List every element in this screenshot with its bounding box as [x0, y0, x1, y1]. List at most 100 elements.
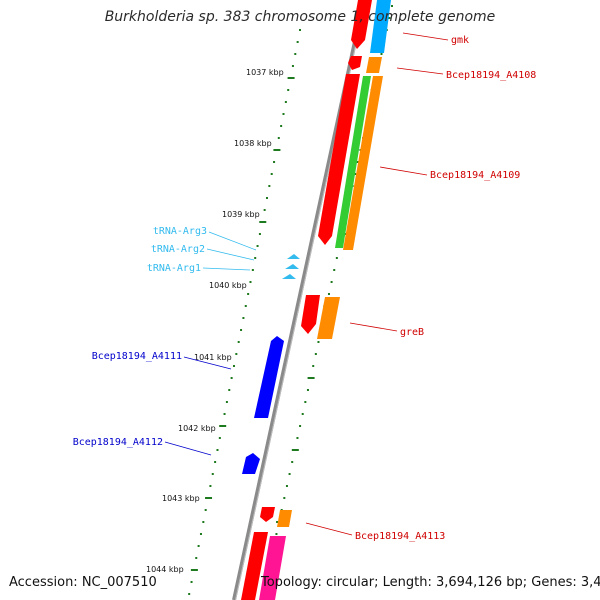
tick-mark — [205, 497, 213, 499]
tick-mark — [285, 485, 288, 487]
tick-mark — [209, 485, 212, 487]
label-trna-arg1[interactable]: tRNA-Arg1 — [147, 263, 201, 274]
callout-line — [402, 32, 449, 41]
callout-line — [183, 356, 232, 370]
gene-a4108-red[interactable] — [348, 56, 362, 70]
map-title: Burkholderia sp. 383 chromosome 1, compl… — [104, 9, 496, 25]
gene-a4112[interactable] — [242, 453, 260, 474]
gene-greb-red[interactable] — [301, 295, 320, 334]
tick-mark — [190, 569, 198, 571]
trna-arg2-icon[interactable] — [285, 264, 299, 269]
gene-gmk-cyan[interactable] — [370, 0, 391, 53]
ruler-label: 1041 kbp — [194, 353, 232, 362]
tick-mark — [273, 161, 276, 163]
tick-mark — [230, 377, 233, 379]
tick-mark — [265, 197, 268, 199]
tick-mark — [306, 389, 309, 391]
callout-line — [349, 322, 398, 332]
genome-summary-text: Topology: circular; Length: 3,694,126 bp… — [261, 575, 600, 590]
gene-a4108-orange[interactable] — [366, 57, 382, 73]
tick-mark — [296, 437, 299, 439]
tick-mark — [249, 281, 252, 283]
tick-mark — [304, 401, 307, 403]
label-a4109[interactable]: Bcep18194_A4109 — [430, 170, 520, 181]
label-gmk[interactable]: gmk — [451, 35, 469, 46]
label-trna-arg3[interactable]: tRNA-Arg3 — [153, 226, 207, 237]
tick-mark — [275, 533, 278, 535]
tick-mark — [254, 257, 257, 259]
tick-mark — [327, 293, 330, 295]
trna-arg1-icon[interactable] — [282, 274, 296, 279]
gene-greb-orange[interactable] — [317, 297, 340, 339]
tick-mark — [232, 365, 235, 367]
tick-mark — [330, 281, 333, 283]
gene-bottom-red[interactable] — [241, 532, 268, 600]
tick-mark — [299, 29, 301, 31]
label-a4111[interactable]: Bcep18194_A4111 — [92, 351, 182, 362]
tick-mark — [188, 593, 191, 595]
tick-mark — [301, 413, 304, 415]
tick-mark — [335, 257, 338, 259]
tick-mark — [204, 509, 207, 511]
tick-mark — [190, 581, 193, 583]
tick-mark — [259, 221, 267, 223]
tick-mark — [388, 17, 391, 19]
tick-mark — [223, 413, 226, 415]
tick-mark — [333, 269, 336, 271]
gene-a4113-red[interactable] — [260, 507, 275, 522]
callout-line — [206, 248, 255, 261]
tick-mark — [391, 5, 393, 7]
callout-line — [208, 231, 257, 251]
tick-mark — [244, 305, 247, 307]
tick-mark — [237, 341, 240, 343]
gene-a4109-orange[interactable] — [343, 76, 383, 250]
tick-mark — [284, 101, 287, 103]
tick-mark — [277, 137, 280, 139]
tick-mark — [312, 365, 315, 367]
gene-a4109-red[interactable] — [318, 74, 360, 245]
ruler-label: 1040 kbp — [209, 281, 247, 290]
callout-line — [379, 166, 428, 176]
tick-mark — [240, 329, 243, 331]
tick-mark — [287, 89, 290, 91]
label-greb[interactable]: greB — [400, 327, 424, 338]
tick-mark — [270, 173, 273, 175]
tick-mark — [299, 425, 302, 427]
tick-mark — [211, 473, 214, 475]
label-a4113[interactable]: Bcep18194_A4113 — [355, 531, 445, 542]
tick-mark — [256, 245, 259, 247]
tick-mark — [268, 185, 271, 187]
gene-bottom-magenta[interactable] — [259, 536, 286, 600]
tick-mark — [195, 557, 198, 559]
tick-mark — [380, 53, 383, 55]
gene-a4109-green[interactable] — [335, 76, 371, 248]
ruler-label: 1039 kbp — [222, 210, 260, 219]
gene-a4111[interactable] — [254, 336, 284, 418]
ruler-label: 1037 kbp — [246, 68, 284, 77]
accession-text: Accession: NC_007510 — [9, 575, 157, 590]
gene-a4113-orange[interactable] — [277, 510, 292, 527]
ruler-label: 1038 kbp — [234, 139, 272, 148]
tick-mark — [214, 461, 217, 463]
callout-line — [396, 67, 444, 75]
tick-mark — [291, 449, 299, 451]
tick-mark — [218, 437, 221, 439]
tick-mark — [288, 473, 291, 475]
label-trna-arg2[interactable]: tRNA-Arg2 — [151, 244, 205, 255]
gene-gmk[interactable] — [351, 0, 372, 49]
tick-mark — [219, 425, 227, 427]
tick-mark — [263, 209, 266, 211]
tick-mark — [197, 545, 200, 547]
tick-mark — [317, 341, 320, 343]
tick-mark — [251, 269, 254, 271]
tick-mark — [228, 389, 231, 391]
tick-mark — [235, 353, 238, 355]
label-a4112[interactable]: Bcep18194_A4112 — [73, 437, 163, 448]
label-a4108[interactable]: Bcep18194_A4108 — [446, 70, 536, 81]
tick-mark — [296, 41, 299, 43]
callout-line — [305, 522, 353, 536]
ruler-label: 1044 kbp — [146, 565, 184, 574]
trna-arg3-icon[interactable] — [287, 254, 300, 259]
tick-mark — [287, 77, 295, 79]
